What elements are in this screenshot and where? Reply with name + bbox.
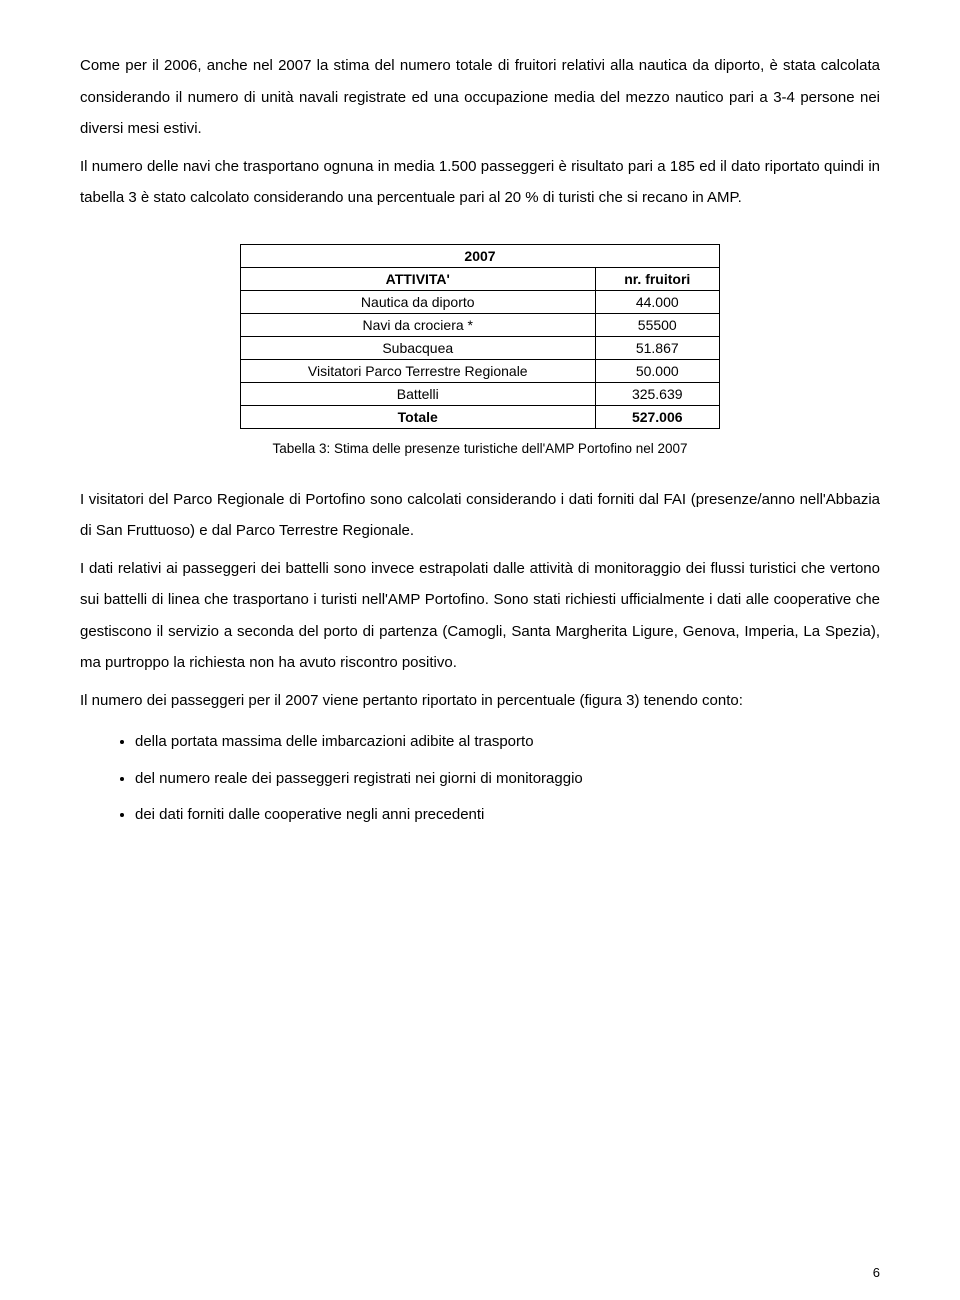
paragraph-1: Come per il 2006, anche nel 2007 la stim… (80, 50, 880, 145)
table-3-caption: Tabella 3: Stima delle presenze turistic… (80, 441, 880, 456)
table-cell-total-label: Totale (241, 405, 596, 428)
table-year-cell: 2007 (241, 244, 720, 267)
table-row: Visitatori Parco Terrestre Regionale 50.… (241, 359, 720, 382)
paragraph-2: Il numero delle navi che trasportano ogn… (80, 151, 880, 214)
table-row-header: ATTIVITA' nr. fruitori (241, 267, 720, 290)
table-cell-activity: Subacquea (241, 336, 596, 359)
table-row: Nautica da diporto 44.000 (241, 290, 720, 313)
table-row: Battelli 325.639 (241, 382, 720, 405)
table-cell-value: 51.867 (595, 336, 720, 359)
bullet-list: della portata massima delle imbarcazioni… (80, 724, 880, 834)
table-cell-value: 50.000 (595, 359, 720, 382)
bullet-item: dei dati forniti dalle cooperative negli… (135, 797, 880, 834)
table-cell-activity: Visitatori Parco Terrestre Regionale (241, 359, 596, 382)
table-cell-activity: Navi da crociera * (241, 313, 596, 336)
table-cell-activity: Nautica da diporto (241, 290, 596, 313)
document-page: Come per il 2006, anche nel 2007 la stim… (0, 0, 960, 1300)
paragraph-3: I visitatori del Parco Regionale di Port… (80, 484, 880, 547)
paragraph-5: Il numero dei passeggeri per il 2007 vie… (80, 685, 880, 717)
table-row: Navi da crociera * 55500 (241, 313, 720, 336)
bullet-item: del numero reale dei passeggeri registra… (135, 761, 880, 798)
table-row-total: Totale 527.006 (241, 405, 720, 428)
table-cell-value: 325.639 (595, 382, 720, 405)
table-cell-value: 44.000 (595, 290, 720, 313)
table-3-wrapper: 2007 ATTIVITA' nr. fruitori Nautica da d… (240, 244, 720, 429)
table-header-activity: ATTIVITA' (241, 267, 596, 290)
table-3: 2007 ATTIVITA' nr. fruitori Nautica da d… (240, 244, 720, 429)
table-row: Subacquea 51.867 (241, 336, 720, 359)
table-cell-total-value: 527.006 (595, 405, 720, 428)
page-number: 6 (873, 1265, 880, 1280)
table-cell-activity: Battelli (241, 382, 596, 405)
paragraph-4: I dati relativi ai passeggeri dei battel… (80, 553, 880, 679)
bullet-item: della portata massima delle imbarcazioni… (135, 724, 880, 761)
table-row-year: 2007 (241, 244, 720, 267)
table-cell-value: 55500 (595, 313, 720, 336)
table-header-value: nr. fruitori (595, 267, 720, 290)
